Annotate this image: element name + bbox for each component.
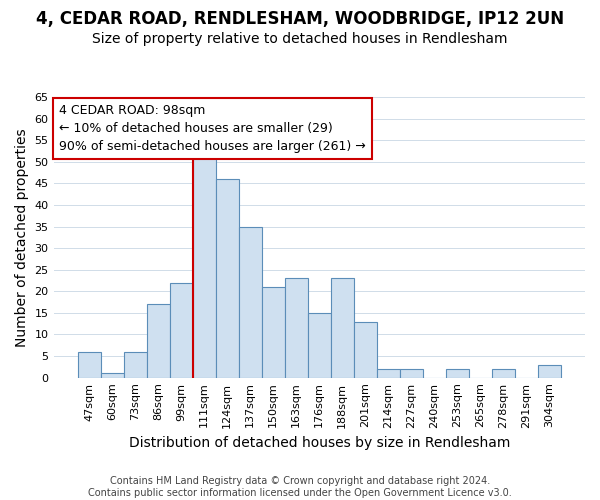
Bar [101, 374, 124, 378]
Bar [492, 369, 515, 378]
Text: 4, CEDAR ROAD, RENDLESHAM, WOODBRIDGE, IP12 2UN: 4, CEDAR ROAD, RENDLESHAM, WOODBRIDGE, I… [36, 10, 564, 28]
Text: Contains HM Land Registry data © Crown copyright and database right 2024.
Contai: Contains HM Land Registry data © Crown c… [88, 476, 512, 498]
Bar [216, 179, 239, 378]
Bar [377, 369, 400, 378]
Y-axis label: Number of detached properties: Number of detached properties [15, 128, 29, 346]
Bar [446, 369, 469, 378]
Bar [262, 287, 285, 378]
Bar [147, 304, 170, 378]
Bar [400, 369, 423, 378]
X-axis label: Distribution of detached houses by size in Rendlesham: Distribution of detached houses by size … [128, 436, 510, 450]
Bar [77, 352, 101, 378]
Bar [124, 352, 147, 378]
Bar [354, 322, 377, 378]
Bar [239, 226, 262, 378]
Text: 4 CEDAR ROAD: 98sqm
← 10% of detached houses are smaller (29)
90% of semi-detach: 4 CEDAR ROAD: 98sqm ← 10% of detached ho… [59, 104, 365, 153]
Text: Size of property relative to detached houses in Rendlesham: Size of property relative to detached ho… [92, 32, 508, 46]
Bar [193, 144, 216, 378]
Bar [170, 282, 193, 378]
Bar [308, 313, 331, 378]
Bar [331, 278, 354, 378]
Bar [538, 364, 561, 378]
Bar [285, 278, 308, 378]
